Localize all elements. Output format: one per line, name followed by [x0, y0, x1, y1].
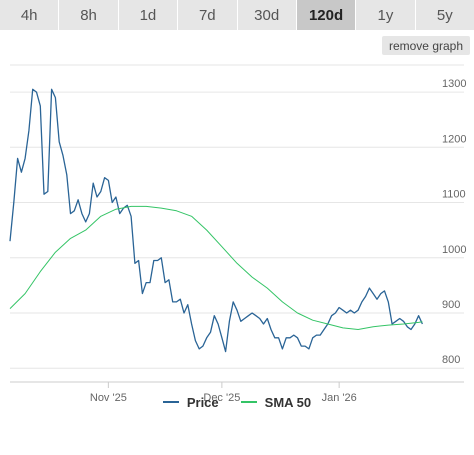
chart-legend: Price SMA 50: [0, 392, 474, 412]
legend-swatch: [162, 401, 179, 403]
y-tick-label-1000: 1000: [442, 244, 466, 256]
remove-graph-button[interactable]: remove graph: [382, 36, 470, 55]
tab-120d[interactable]: 120d: [296, 0, 357, 30]
tab-1y[interactable]: 1y: [356, 0, 416, 30]
y-tick-label-900: 900: [442, 299, 460, 311]
tab-30d[interactable]: 30d: [238, 0, 297, 30]
x-tick-label-1: Dec '25: [203, 392, 240, 404]
legend-label: SMA 50: [264, 394, 312, 410]
y-tick-label-800: 800: [442, 354, 460, 366]
y-tick-label-1200: 1200: [442, 133, 466, 145]
tab-4h[interactable]: 4h: [0, 0, 60, 30]
y-tick-label-1100: 1100: [442, 189, 466, 201]
timeframe-tabs: 4h 8h 1d 7d 30d 120d 1y 5y: [0, 0, 474, 30]
sma-50-line: [9, 205, 423, 330]
tab-1d[interactable]: 1d: [119, 0, 179, 30]
legend-item-sma-50[interactable]: SMA 50: [240, 394, 312, 410]
y-tick-label-1300: 1300: [442, 78, 466, 90]
tab-5y[interactable]: 5y: [436, 6, 453, 24]
tab-7d[interactable]: 7d: [178, 0, 238, 30]
legend-item-price[interactable]: Price: [162, 394, 219, 410]
price-line: [9, 88, 423, 353]
x-tick-label-2: Jan '26: [322, 392, 357, 404]
legend-label: Price: [186, 394, 219, 410]
x-tick-label-0: Nov '25: [90, 392, 127, 404]
tab-8h[interactable]: 8h: [59, 0, 119, 30]
legend-swatch: [240, 401, 257, 403]
